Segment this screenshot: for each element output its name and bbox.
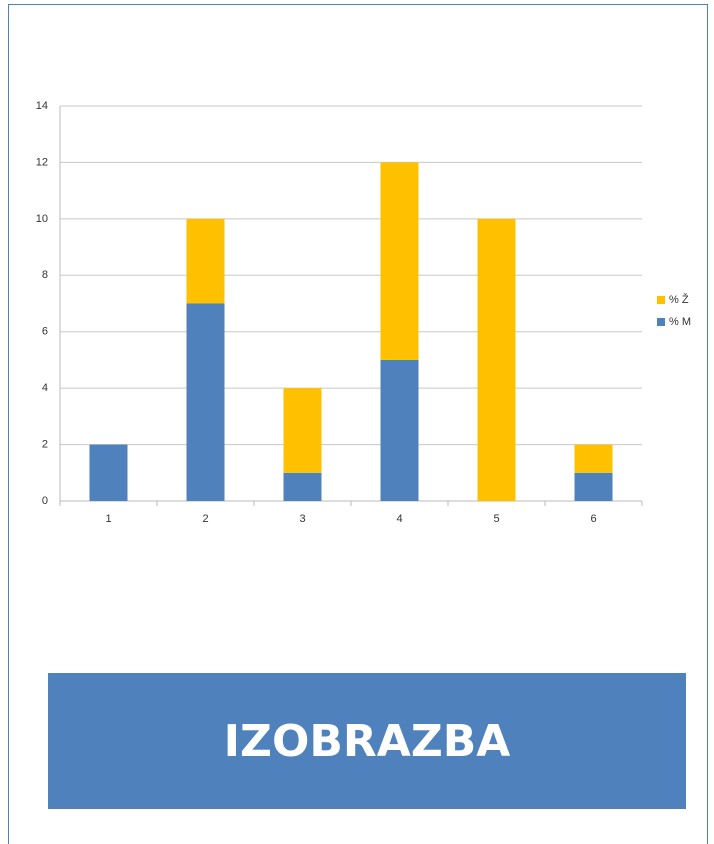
bar	[477, 218, 516, 501]
bar	[283, 472, 322, 501]
bar	[283, 388, 322, 473]
bar	[574, 444, 613, 473]
x-tick-label: 1	[105, 513, 111, 525]
y-tick-label: 4	[42, 382, 48, 394]
x-tick-label: 3	[299, 513, 305, 525]
bar	[89, 444, 128, 501]
bar	[186, 303, 225, 501]
y-tick-label: 6	[42, 326, 48, 338]
x-tick-label: 2	[202, 513, 208, 525]
legend-label: % M	[669, 316, 691, 328]
legend-swatch	[657, 318, 665, 326]
y-tick-label: 0	[42, 495, 48, 507]
frame	[8, 4, 708, 844]
bar	[380, 162, 419, 360]
legend-label: % Ž	[669, 293, 689, 306]
x-tick-label: 6	[590, 513, 596, 525]
y-tick-label: 10	[36, 213, 48, 225]
y-tick-label: 8	[42, 269, 48, 281]
banner: IZOBRAZBA	[48, 673, 686, 809]
bar	[186, 218, 225, 304]
y-tick-label: 12	[36, 156, 48, 168]
x-tick-label: 5	[493, 513, 499, 525]
x-tick-label: 4	[396, 513, 402, 525]
legend-swatch	[657, 296, 665, 304]
y-tick-label: 14	[36, 100, 48, 112]
y-tick-label: 2	[42, 438, 48, 450]
bar	[574, 472, 613, 501]
bar	[380, 359, 419, 501]
